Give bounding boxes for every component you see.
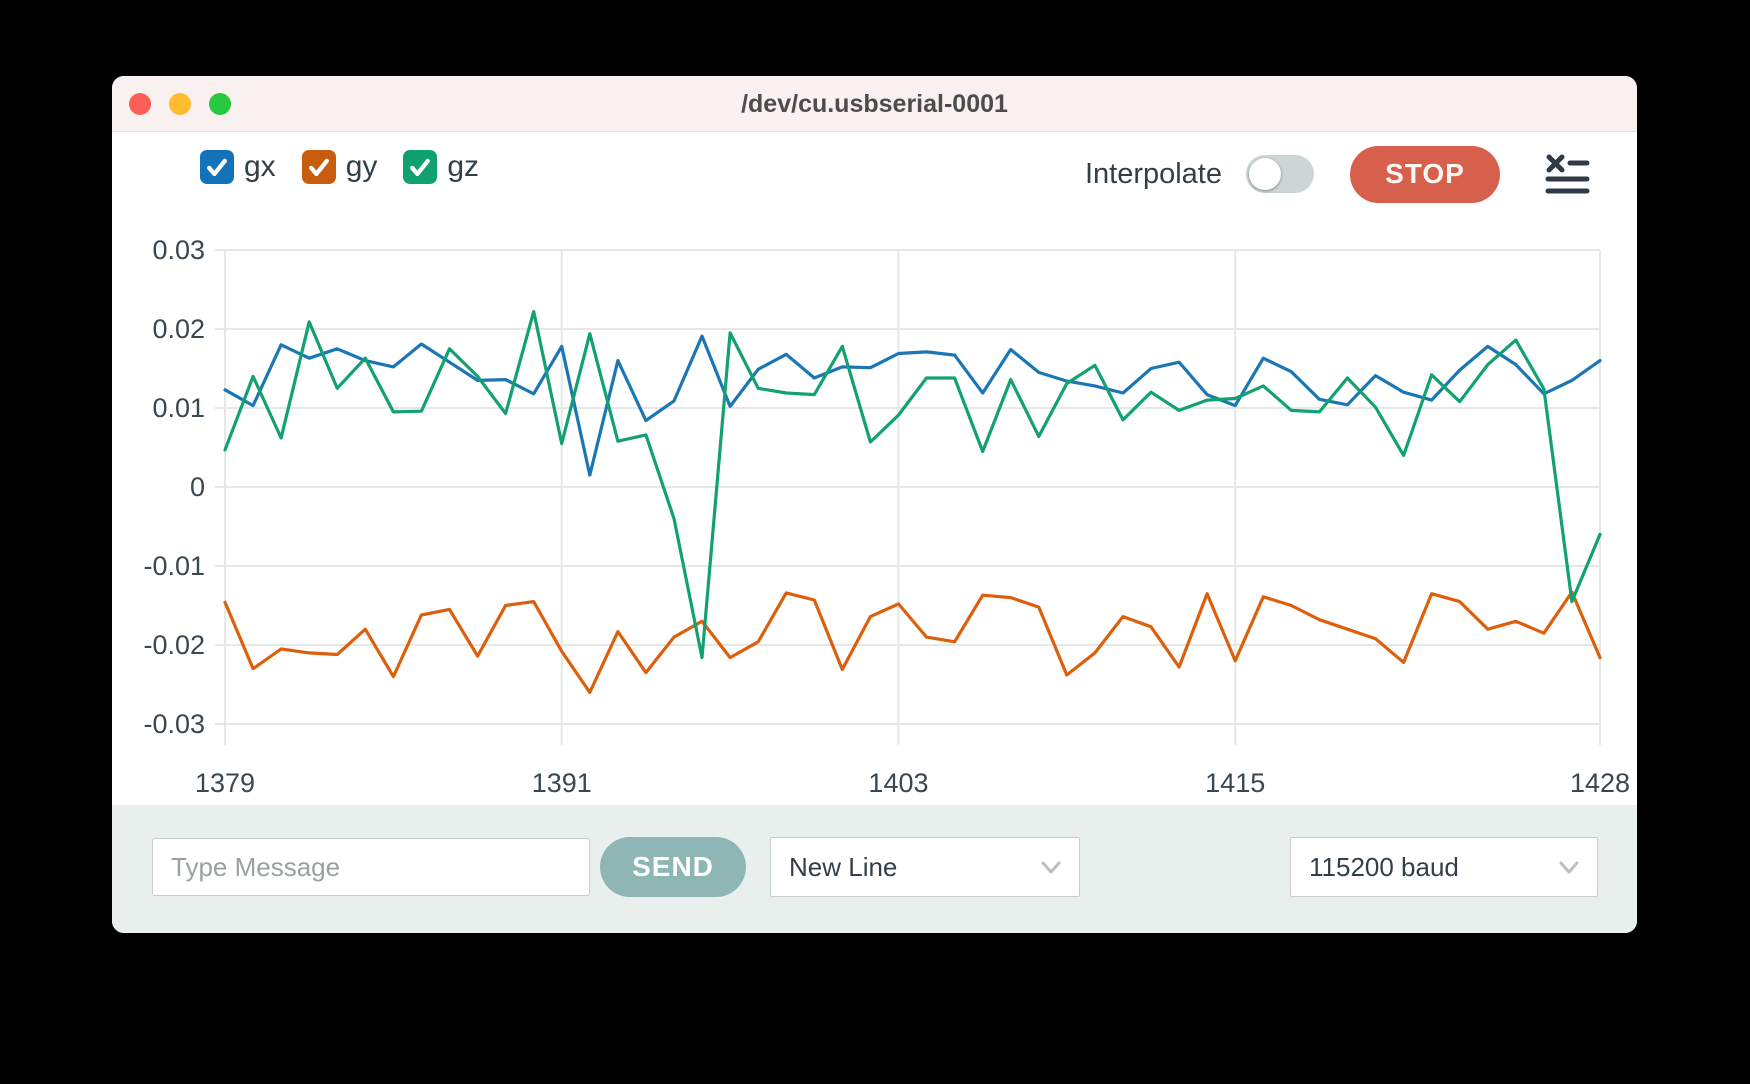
legend-label-gy: gy: [345, 150, 378, 183]
svg-text:0.01: 0.01: [152, 393, 205, 423]
legend-item-gx[interactable]: gx: [200, 150, 276, 184]
clear-log-icon[interactable]: [1544, 153, 1590, 195]
svg-text:0.02: 0.02: [152, 314, 205, 344]
close-window-button[interactable]: [129, 93, 151, 115]
baud-rate-select[interactable]: 115200 baud: [1290, 837, 1598, 897]
chevron-down-icon: [1041, 861, 1061, 873]
message-bar: SEND New Line 115200 baud: [112, 805, 1637, 933]
svg-text:0.03: 0.03: [152, 235, 205, 265]
legend-label-gz: gz: [447, 150, 480, 183]
minimize-window-button[interactable]: [169, 93, 191, 115]
check-icon: [410, 158, 431, 177]
series-legend: gx gy gz: [200, 150, 479, 184]
svg-text:1415: 1415: [1205, 768, 1265, 798]
line-ending-value: New Line: [789, 851, 898, 882]
svg-text:-0.01: -0.01: [143, 551, 205, 581]
traffic-lights: [129, 93, 231, 115]
plot-panel: gx gy gz: [112, 132, 1637, 805]
zoom-window-button[interactable]: [209, 93, 231, 115]
line-chart: 0.03 0.02 0.01 0 -0.01 -0.02 -0.03 1379 1391 1403…: [143, 235, 1630, 798]
gx-checkbox[interactable]: [200, 150, 234, 184]
check-icon: [308, 158, 329, 177]
gz-checkbox[interactable]: [403, 150, 438, 184]
svg-text:-0.03: -0.03: [143, 709, 205, 739]
chevron-down-icon: [1559, 861, 1579, 873]
toggle-knob: [1249, 158, 1281, 190]
legend-item-gy[interactable]: gy: [301, 150, 378, 184]
svg-text:0: 0: [190, 472, 205, 502]
check-icon: [207, 158, 227, 177]
title-bar: /dev/cu.usbserial-0001: [112, 76, 1637, 132]
legend-item-gz[interactable]: gz: [403, 150, 479, 184]
send-button[interactable]: SEND: [600, 837, 746, 897]
toolbar-controls: Interpolate STOP: [1085, 138, 1590, 210]
window-title: /dev/cu.usbserial-0001: [741, 90, 1008, 118]
legend-label-gx: gx: [244, 150, 276, 183]
svg-text:-0.02: -0.02: [143, 630, 205, 660]
stop-button[interactable]: STOP: [1350, 145, 1500, 203]
svg-text:1379: 1379: [195, 768, 255, 798]
serial-plotter-window: /dev/cu.usbserial-0001 gx: [112, 76, 1637, 933]
interpolate-label: Interpolate: [1084, 157, 1222, 190]
svg-text:1391: 1391: [532, 768, 592, 798]
gy-checkbox[interactable]: [301, 150, 336, 184]
line-ending-select[interactable]: New Line: [770, 837, 1080, 897]
svg-text:1403: 1403: [868, 768, 928, 798]
message-input[interactable]: [152, 838, 590, 896]
svg-text:1428: 1428: [1570, 768, 1630, 798]
baud-rate-value: 115200 baud: [1309, 851, 1459, 882]
interpolate-toggle[interactable]: [1246, 155, 1314, 193]
